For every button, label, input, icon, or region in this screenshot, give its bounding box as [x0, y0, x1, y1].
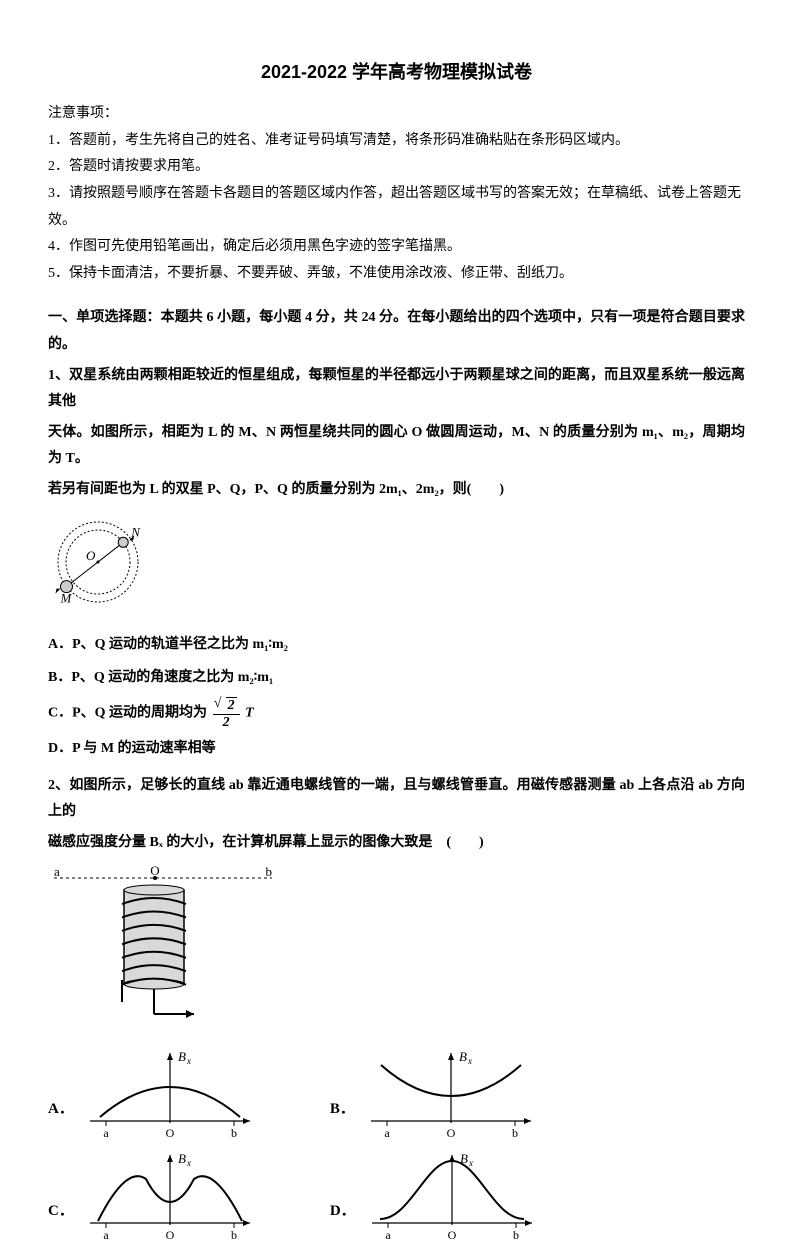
q2-graphs-row-2: C． a Ob Bx D． a Ob Bx — [48, 1147, 745, 1243]
svg-text:B: B — [178, 1151, 186, 1166]
svg-text:O: O — [166, 1126, 175, 1140]
q1-stem-line: 若另有间距也为 L 的双星 P、Q，P、Q 的质量分别为 2m₁、2m₂，则( … — [48, 477, 745, 504]
option-label-a: A． — [48, 1095, 74, 1124]
svg-text:N: N — [130, 524, 141, 539]
notice-item: 5．保持卡面清洁，不要折暴、不要弄破、弄皱，不准使用涂改液、修正带、刮纸刀。 — [48, 261, 745, 288]
svg-text:M: M — [59, 590, 72, 605]
option-label-c: C． — [48, 1197, 74, 1226]
q2-graph-b: B． a Ob Bx — [330, 1045, 541, 1141]
q1-option-a: A．P、Q 运动的轨道半径之比为 m₁∶m₂ — [48, 632, 745, 659]
graph-a-icon: a Ob Bx — [80, 1045, 260, 1141]
svg-text:O: O — [447, 1126, 456, 1140]
graph-b-icon: a Ob Bx — [361, 1045, 541, 1141]
svg-text:b: b — [512, 1126, 518, 1140]
q2-stem-line: 磁感应强度分量 Bₓ 的大小，在计算机屏幕上显示的图像大致是 ( ) — [48, 830, 745, 857]
svg-text:a: a — [384, 1126, 390, 1140]
q1-figure: O N M — [48, 512, 745, 623]
q2-graph-c: C． a Ob Bx — [48, 1147, 260, 1243]
q1-opt-c-suffix: T — [245, 706, 254, 721]
svg-text:B: B — [459, 1049, 467, 1064]
q1-stem-line: 天体。如图所示，相距为 L 的 M、N 两恒星绕共同的圆心 O 做圆周运动，M、… — [48, 420, 745, 473]
notice-item: 4．作图可先使用铅笔画出，确定后必须用黑色字迹的签字笔描黑。 — [48, 234, 745, 261]
q1-opt-c-prefix: C．P、Q 运动的周期均为 — [48, 706, 207, 721]
svg-text:x: x — [468, 1158, 473, 1168]
svg-text:b: b — [266, 864, 273, 879]
svg-text:O: O — [447, 1228, 456, 1242]
orbit-diagram-icon: O N M — [48, 512, 166, 612]
q2-apparatus: a Ob — [48, 864, 745, 1035]
q2-graph-a: A． a Ob Bx — [48, 1045, 260, 1141]
svg-text:O: O — [86, 548, 96, 563]
q1-stem-line: 1、双星系统由两颗相距较近的恒星组成，每颗恒星的半径都远小于两颗星球之间的距离，… — [48, 363, 745, 416]
q1-option-c: C．P、Q 运动的周期均为 2 2 T — [48, 697, 745, 730]
svg-text:a: a — [103, 1228, 109, 1242]
svg-text:b: b — [231, 1126, 237, 1140]
section-intro: 一、单项选择题：本题共 6 小题，每小题 4 分，共 24 分。在每小题给出的四… — [48, 305, 745, 358]
q2-graph-d: D． aObBx — [330, 1147, 542, 1243]
graph-d-icon: aObBx — [362, 1147, 542, 1243]
svg-text:a: a — [103, 1126, 109, 1140]
svg-text:a: a — [385, 1228, 391, 1242]
option-label-d: D． — [330, 1197, 356, 1226]
exam-title: 2021-2022 学年高考物理模拟试卷 — [48, 55, 745, 89]
svg-text:b: b — [513, 1228, 519, 1242]
fraction-sqrt2-over-2: 2 2 — [213, 697, 240, 730]
option-label-b: B． — [330, 1095, 355, 1124]
svg-text:x: x — [186, 1158, 191, 1168]
svg-text:O: O — [166, 1228, 175, 1242]
notice-heading: 注意事项： — [48, 101, 745, 128]
notice-item: 3．请按照题号顺序在答题卡各题目的答题区域内作答，超出答题区域书写的答案无效；在… — [48, 181, 745, 234]
solenoid-diagram-icon: a Ob — [48, 864, 278, 1024]
svg-text:x: x — [467, 1056, 472, 1066]
svg-text:x: x — [186, 1056, 191, 1066]
q2-graphs-row-1: A． a Ob Bx B． a Ob Bx — [48, 1045, 745, 1141]
q1-option-b: B．P、Q 运动的角速度之比为 m₂∶m₁ — [48, 665, 745, 692]
graph-c-icon: a Ob Bx — [80, 1147, 260, 1243]
svg-text:O: O — [150, 864, 159, 878]
notice-item: 1．答题前，考生先将自己的姓名、准考证号码填写清楚，将条形码准确粘贴在条形码区域… — [48, 128, 745, 155]
notice-item: 2．答题时请按要求用笔。 — [48, 154, 745, 181]
svg-text:b: b — [231, 1228, 237, 1242]
svg-text:a: a — [54, 864, 60, 879]
q2-stem-line: 2、如图所示，足够长的直线 ab 靠近通电螺线管的一端，且与螺线管垂直。用磁传感… — [48, 773, 745, 826]
svg-text:B: B — [178, 1049, 186, 1064]
q1-option-d: D．P 与 M 的运动速率相等 — [48, 736, 745, 763]
